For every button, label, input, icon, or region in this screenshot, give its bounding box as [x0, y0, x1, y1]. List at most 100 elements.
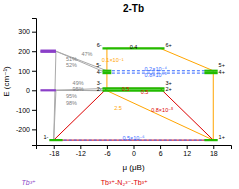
tick: -18	[49, 145, 59, 157]
tick-mark	[32, 32, 36, 33]
labels: 6-6+5-5+4-4+3-3+2-2+1-1+47%51%52%49%95%9…	[44, 42, 225, 141]
tick-label: 100	[18, 67, 30, 74]
transitions	[54, 71, 214, 140]
level-line	[204, 139, 217, 141]
level-line	[40, 51, 56, 53]
chart: -18 -12 -6 0 6 12 18 -200 -100 0 100 200 300 6- 6+ 5- 5+…	[0, 0, 239, 189]
level-label: 3-	[97, 80, 102, 86]
tick-label: -200	[16, 126, 30, 133]
annotation: 0.1×10⁻¹	[102, 57, 124, 63]
level-label: 4+	[219, 69, 225, 75]
level-label: 6+	[165, 42, 171, 48]
level-label: 2-	[97, 86, 102, 92]
annotation: 95%	[66, 93, 77, 99]
x-axis-label: μ (μB)	[122, 163, 144, 172]
transition-line	[106, 48, 107, 90]
transitions	[54, 88, 214, 140]
level-line	[49, 139, 62, 141]
level-label: 1-	[44, 134, 49, 140]
tick: -200	[16, 126, 36, 133]
level-line	[102, 87, 164, 89]
transitions	[54, 51, 107, 140]
annotation: 0.8×10⁻⁵	[151, 107, 173, 113]
axis-line	[37, 146, 232, 150]
level-label: 2+	[165, 86, 171, 92]
level-label: 1+	[219, 134, 225, 140]
transition-line	[107, 91, 213, 140]
tick-label: -18	[49, 150, 59, 157]
annotation: 0.8×10⁻⁵	[145, 72, 167, 78]
tick-mark	[107, 145, 108, 149]
tick: 0	[26, 87, 36, 94]
tick-label: 0	[26, 87, 30, 94]
y-axis-label: E (cm⁻¹)	[2, 66, 11, 97]
level-line	[102, 70, 111, 72]
tick: -6	[104, 145, 110, 157]
tick-label: 18	[210, 150, 218, 157]
annotation: 0.5×10⁻⁶	[122, 135, 144, 141]
level-line	[102, 90, 164, 92]
level-line	[102, 72, 111, 74]
annotation: 95%	[73, 86, 84, 92]
tick-label: 12	[183, 150, 191, 157]
tick: 300	[18, 28, 36, 35]
tick-mark	[213, 145, 214, 149]
level-line	[40, 89, 56, 91]
annotation: 49%	[73, 80, 84, 86]
tick-mark	[32, 51, 36, 52]
axis-line	[32, 19, 37, 146]
tick: 18	[210, 145, 218, 157]
tick: 0	[132, 145, 136, 157]
annotation: 2.5	[114, 105, 122, 111]
tick: 6	[159, 145, 163, 157]
level-line	[204, 72, 217, 74]
levels	[49, 48, 217, 140]
title: 2-Tb	[123, 3, 144, 14]
level-label: 6-	[97, 42, 102, 48]
tick: 12	[183, 145, 191, 157]
tick-mark	[32, 129, 36, 130]
levels	[40, 51, 56, 91]
annotation: 0.5	[122, 86, 130, 92]
tick: -100	[16, 107, 36, 114]
tick-label: 6	[159, 150, 163, 157]
tick-label: 0	[132, 150, 136, 157]
tick-label: -6	[104, 150, 110, 157]
tick-mark	[134, 145, 135, 149]
tick-mark	[32, 71, 36, 72]
annotation: 98%	[66, 100, 77, 106]
annotation: 47%	[81, 51, 92, 57]
annotation: 0.2×10⁻⁴	[145, 66, 168, 72]
level-label: 5-	[96, 62, 101, 68]
tick-mark	[54, 145, 55, 149]
transition-line	[213, 71, 214, 140]
annotation: 0.5	[141, 89, 149, 95]
tick-label: -100	[16, 107, 30, 114]
tick-label: 200	[18, 48, 30, 55]
level-label: 5+	[219, 62, 225, 68]
tick-mark	[80, 145, 81, 149]
tick-mark	[32, 110, 36, 111]
level-line	[204, 70, 217, 72]
tick-mark	[32, 90, 36, 91]
transition-line	[54, 88, 107, 140]
y-axis: -200 -100 0 100 200 300	[16, 19, 37, 146]
tick-label: 300	[18, 28, 30, 35]
tick: -12	[76, 145, 86, 157]
transition-line	[160, 48, 213, 70]
tick-mark	[187, 145, 188, 149]
tick: 100	[18, 67, 36, 74]
footer-label: Tb³⁺-N₂³⁻-Tb³⁺	[101, 179, 148, 186]
plot: -18 -12 -6 0 6 12 18 -200 -100 0 100 200 300	[16, 19, 232, 157]
level-line	[40, 50, 56, 52]
transition-line	[54, 90, 56, 140]
footer-label: Tb³⁺	[22, 179, 37, 186]
marks	[40, 48, 217, 140]
transition-line	[160, 88, 213, 140]
tick: 200	[18, 48, 36, 55]
transition-line	[54, 51, 56, 140]
annotation: 52%	[66, 62, 77, 68]
annotation: 0.4	[130, 44, 138, 50]
level-label: 4-	[97, 69, 102, 75]
tick-mark	[160, 145, 161, 149]
